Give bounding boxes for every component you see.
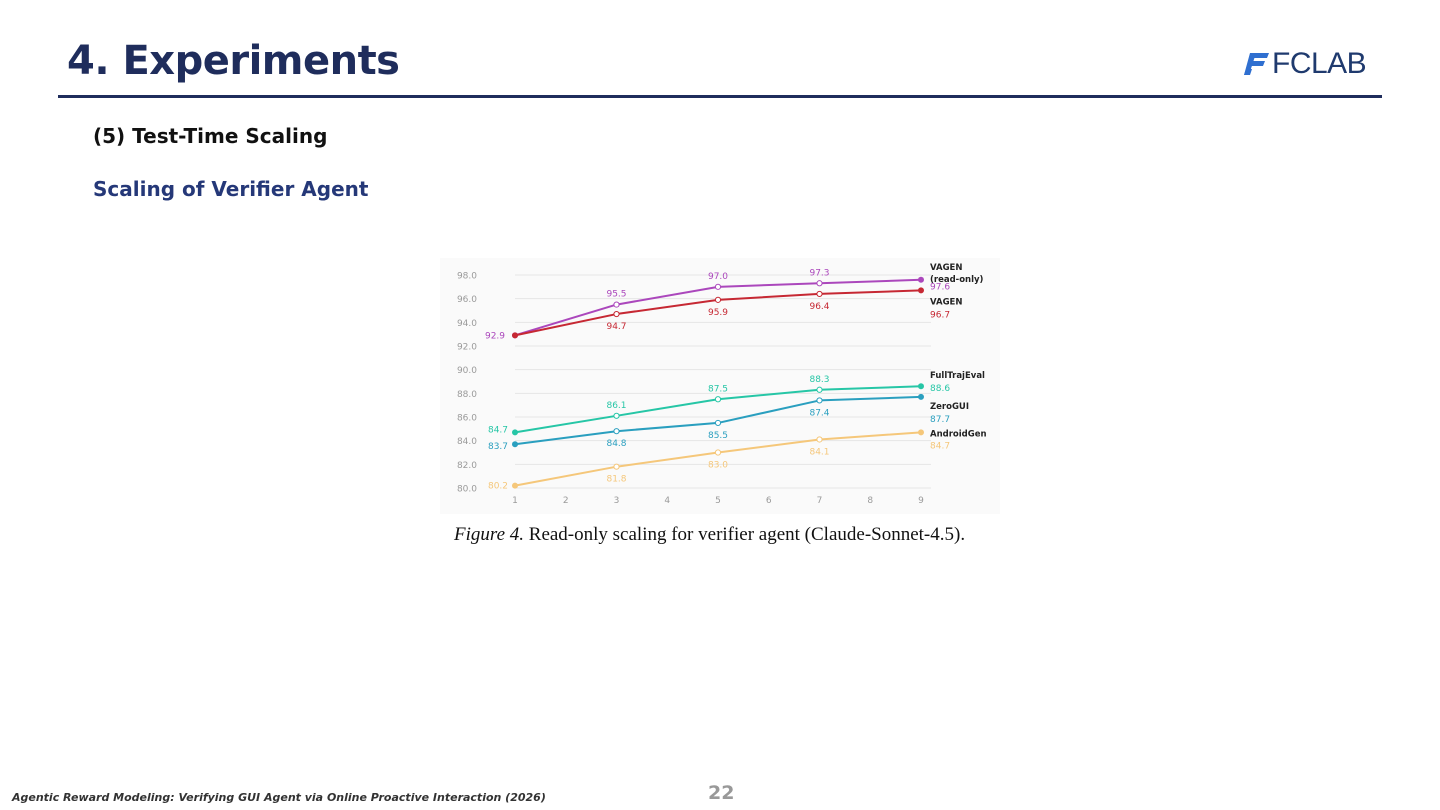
x-tick-label: 8 (867, 496, 873, 506)
data-point-fulltrajeval (714, 396, 722, 403)
y-tick-label: 96.0 (457, 295, 477, 305)
x-tick-label: 6 (766, 496, 772, 506)
section-heading: (5) Test-Time Scaling (93, 124, 328, 148)
y-tick-label: 92.0 (457, 343, 477, 353)
data-point-zerogui (714, 419, 722, 427)
fclab-logo: FCLAB (1244, 47, 1367, 80)
data-label-fulltrajeval: 86.1 (606, 401, 626, 411)
figure-caption-text: Read-only scaling for verifier agent (Cl… (524, 524, 966, 545)
legend-label-vagen: VAGEN (930, 297, 962, 307)
figure-caption: Figure 4. Read-only scaling for verifier… (454, 524, 965, 546)
legend-label-fulltrajeval: FullTrajEval (930, 371, 985, 381)
data-point-vagen (918, 287, 924, 294)
data-label-vagen: 94.7 (606, 322, 626, 332)
x-tick-label: 3 (614, 496, 620, 506)
data-point-fulltrajeval (816, 386, 823, 393)
end-value-label-vagen-read-only: 97.6 (930, 283, 950, 293)
data-label-zerogui: 83.7 (488, 442, 508, 452)
data-point-androidgen (918, 429, 924, 436)
legend-label-zerogui: ZeroGUI (930, 402, 969, 412)
figure-caption-label: Figure 4. (454, 524, 525, 545)
data-point-vagen (816, 290, 823, 298)
data-point-androidgen (613, 463, 620, 470)
data-label-fulltrajeval: 84.7 (488, 425, 508, 435)
data-label-vagen: 96.4 (809, 302, 829, 312)
data-point-fulltrajeval (512, 429, 518, 436)
x-tick-label: 9 (918, 496, 924, 506)
data-label-androidgen: 81.8 (606, 475, 626, 485)
data-label-vagen-read-only: 95.5 (606, 290, 626, 300)
data-label-zerogui: 85.5 (708, 431, 728, 441)
data-point-vagen (714, 296, 722, 303)
legend-label-androidgen: AndroidGen (930, 429, 987, 439)
y-tick-label: 94.0 (457, 319, 477, 329)
data-point-zerogui (816, 397, 823, 404)
x-tick-label: 7 (817, 496, 823, 506)
y-tick-label: 90.0 (457, 366, 477, 376)
data-point-androidgen (512, 482, 518, 489)
data-point-vagen (512, 332, 518, 339)
y-tick-label: 86.0 (457, 414, 477, 424)
data-point-zerogui (512, 441, 518, 448)
data-point-vagen-read-only (613, 301, 620, 308)
end-value-label-fulltrajeval: 88.6 (930, 384, 950, 394)
x-tick-label: 4 (664, 496, 670, 506)
footer-citation: Agentic Reward Modeling: Verifying GUI A… (12, 791, 546, 804)
end-value-label-vagen: 96.7 (930, 310, 950, 320)
y-tick-label: 84.0 (457, 437, 477, 447)
data-label-vagen-read-only: 92.9 (485, 331, 505, 341)
data-point-zerogui (613, 428, 620, 435)
data-point-vagen-read-only (816, 280, 823, 287)
data-label-fulltrajeval: 87.5 (708, 384, 728, 394)
fclab-logo-icon (1244, 53, 1269, 75)
data-label-androidgen: 84.1 (809, 447, 829, 457)
data-label-vagen-read-only: 97.0 (708, 272, 728, 282)
data-label-zerogui: 87.4 (809, 408, 829, 418)
data-point-vagen-read-only (714, 283, 722, 290)
x-tick-label: 2 (563, 496, 569, 506)
data-label-zerogui: 84.8 (606, 439, 626, 449)
subsection-heading: Scaling of Verifier Agent (93, 177, 369, 201)
data-point-vagen-read-only (918, 276, 924, 283)
logo-text: FCLAB (1272, 47, 1367, 80)
data-point-zerogui (918, 393, 924, 400)
y-tick-label: 82.0 (457, 461, 477, 471)
y-tick-label: 98.0 (457, 272, 477, 282)
legend-label-vagen-read-only: (read-only) (930, 275, 984, 285)
data-point-vagen (613, 310, 620, 318)
scaling-line-chart: 80.0 82.0 84.0 86.0 88.0 90.0 92.0 94.0 96.0 98.0… (440, 258, 1000, 514)
data-label-androidgen: 83.0 (708, 461, 728, 471)
data-point-androidgen (714, 449, 722, 456)
data-label-vagen-read-only: 97.3 (809, 268, 829, 278)
data-point-fulltrajeval (918, 383, 924, 390)
x-tick-label: 1 (512, 496, 518, 506)
legend-label-vagen-read-only: VAGEN (930, 263, 962, 273)
data-label-vagen: 95.9 (708, 308, 728, 318)
data-point-fulltrajeval (613, 412, 620, 419)
page-number: 22 (708, 782, 735, 804)
slide-title: 4. Experiments (67, 38, 400, 84)
end-value-label-zerogui: 87.7 (930, 415, 950, 425)
end-value-label-androidgen: 84.7 (930, 441, 950, 451)
data-point-androidgen (816, 436, 823, 443)
data-label-fulltrajeval: 88.3 (809, 375, 829, 385)
y-tick-label: 80.0 (457, 485, 477, 495)
title-divider (58, 95, 1382, 98)
x-tick-label: 5 (715, 496, 721, 506)
y-tick-label: 88.0 (457, 390, 477, 400)
data-label-androidgen: 80.2 (488, 482, 508, 492)
